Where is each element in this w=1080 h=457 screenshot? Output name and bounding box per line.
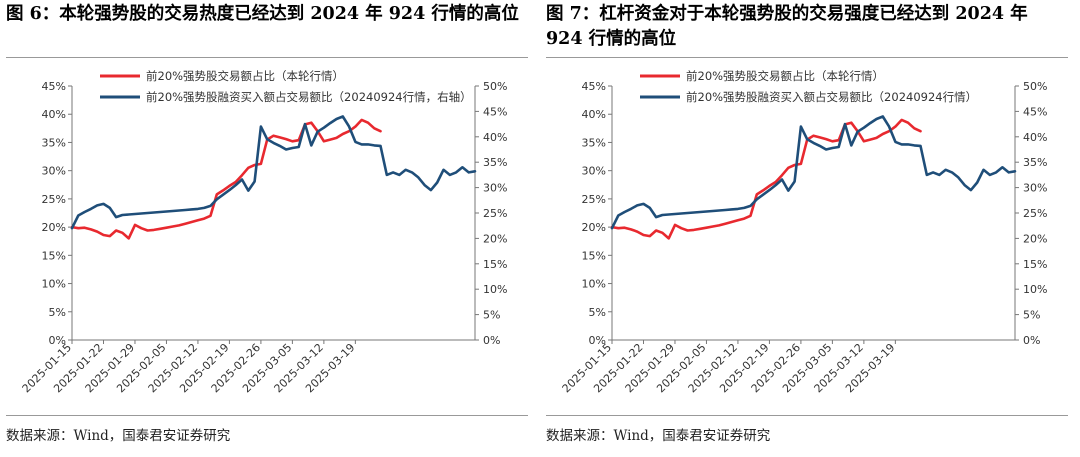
left-axis-tick-label: 45% [42, 80, 66, 93]
right-axis-tick-label: 25% [483, 207, 507, 220]
series-line-margin-share [70, 115, 477, 230]
legend-label: 前20%强势股融资买入额占交易额比（20240924行情） [686, 90, 977, 104]
right-axis-tick-label: 35% [483, 156, 507, 169]
right-axis-tick-label: 50% [483, 80, 507, 93]
legend-label: 前20%强势股融资买入额占交易额比（20240924行情，右轴） [146, 90, 472, 104]
left-axis-tick-label: 5% [49, 306, 66, 319]
legend-label: 前20%强势股交易额占比（本轮行情） [686, 69, 884, 83]
series-line-trade-share [70, 118, 382, 240]
figure-7-chart: 0% 5% 10% 15% 20% 25% 30% 35% 40% 45% 0% 5% 10% 15% 20… [560, 69, 1048, 395]
left-axis-tick-label: 40% [42, 108, 66, 121]
left-axis-tick-label: 40% [582, 108, 606, 121]
left-axis-tick-label: 10% [582, 278, 606, 291]
right-axis-tick-label: 30% [483, 182, 507, 195]
left-axis-tick-label: 30% [582, 165, 606, 178]
left-axis-tick-label: 15% [42, 249, 66, 262]
right-axis-tick-label: 15% [483, 258, 507, 271]
right-axis-tick-label: 15% [1023, 258, 1047, 271]
figure-6-source: 数据来源：Wind，国泰君安证券研究 [6, 428, 231, 444]
right-axis-tick-label: 20% [1023, 232, 1047, 245]
right-axis-tick-label: 0% [483, 334, 500, 347]
right-axis-tick-label: 10% [1023, 283, 1047, 296]
left-axis-tick-label: 15% [582, 249, 606, 262]
right-axis-tick-label: 30% [1023, 182, 1047, 195]
source-divider [546, 415, 1068, 416]
figure-7-source: 数据来源：Wind，国泰君安证券研究 [546, 428, 771, 444]
right-axis-tick-label: 10% [483, 283, 507, 296]
series-line-trade-share [610, 118, 922, 240]
figure-6-title: 图 6：本轮强势股的交易热度已经达到 2024 年 924 行情的高位 [6, 4, 519, 24]
left-axis-tick-label: 5% [589, 306, 606, 319]
right-axis-tick-label: 45% [1023, 105, 1047, 118]
figure-7-title: 图 7：杠杆资金对于本轮强势股的交易强度已经达到 2024 年 924 行情的高… [546, 4, 1028, 49]
right-axis-tick-label: 40% [483, 131, 507, 144]
right-axis-tick-label: 5% [483, 309, 500, 322]
figure-6-chart: 0% 5% 10% 15% 20% 25% 30% 35% 40% 45% 0% 5% 10% 15% 20… [20, 69, 508, 395]
right-axis-tick-label: 20% [483, 232, 507, 245]
left-axis-tick-label: 0% [589, 334, 606, 347]
right-axis-tick-label: 40% [1023, 131, 1047, 144]
right-axis-tick-label: 0% [1023, 334, 1040, 347]
left-axis-tick-label: 10% [42, 278, 66, 291]
left-axis-tick-label: 45% [582, 80, 606, 93]
left-axis-tick-label: 20% [582, 221, 606, 234]
right-axis-tick-label: 45% [483, 105, 507, 118]
left-axis-tick-label: 35% [582, 136, 606, 149]
left-axis-tick-label: 0% [49, 334, 66, 347]
figure-7-panel: 图 7：杠杆资金对于本轮强势股的交易强度已经达到 2024 年 924 行情的高… [540, 0, 1070, 457]
source-divider [6, 415, 528, 416]
left-axis-tick-label: 35% [42, 136, 66, 149]
left-axis-tick-label: 25% [582, 193, 606, 206]
right-axis-tick-label: 25% [1023, 207, 1047, 220]
left-axis-tick-label: 20% [42, 221, 66, 234]
right-axis-tick-label: 50% [1023, 80, 1047, 93]
legend-label: 前20%强势股交易额占比（本轮行情） [146, 69, 344, 83]
left-axis-tick-label: 25% [42, 193, 66, 206]
right-axis-tick-label: 35% [1023, 156, 1047, 169]
series-line-margin-share [610, 115, 1017, 230]
title-divider [546, 57, 1068, 58]
figure-6-panel: 图 6：本轮强势股的交易热度已经达到 2024 年 924 行情的高位 0% 5%… [0, 0, 530, 457]
title-divider [6, 57, 528, 58]
right-axis-tick-label: 5% [1023, 309, 1040, 322]
left-axis-tick-label: 30% [42, 165, 66, 178]
